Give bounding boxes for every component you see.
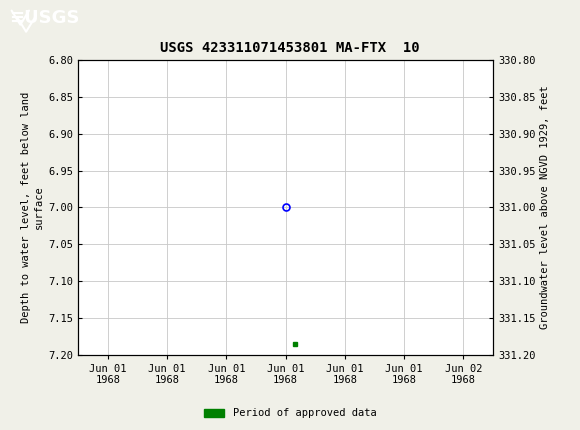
Text: USGS 423311071453801 MA-FTX  10: USGS 423311071453801 MA-FTX 10 [160,41,420,55]
Text: ≡USGS: ≡USGS [9,9,79,27]
Legend: Period of approved data: Period of approved data [200,404,380,423]
Y-axis label: Depth to water level, feet below land
surface: Depth to water level, feet below land su… [21,92,44,323]
Y-axis label: Groundwater level above NGVD 1929, feet: Groundwater level above NGVD 1929, feet [539,86,549,329]
